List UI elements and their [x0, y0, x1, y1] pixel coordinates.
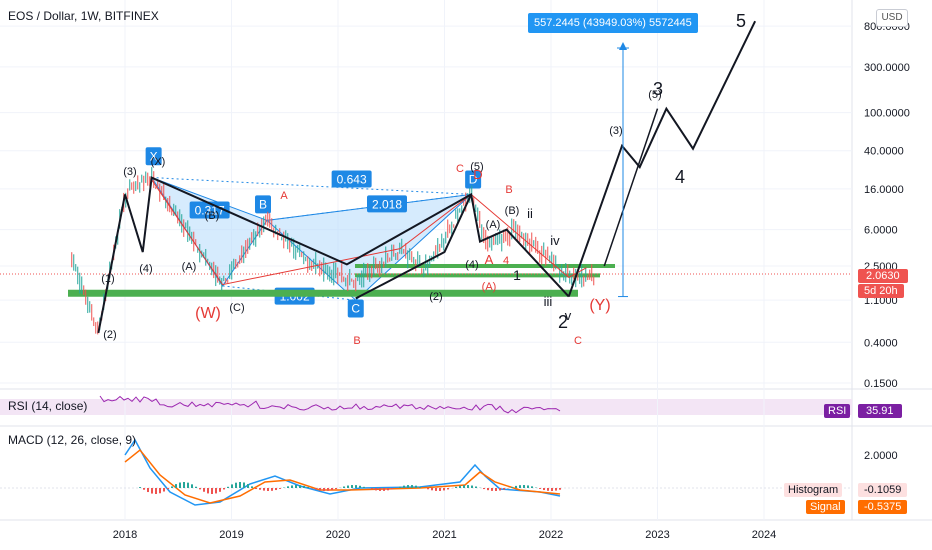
wave-label: C [574, 335, 582, 347]
price-tick-label: 0.1500 [864, 378, 898, 390]
projection-wave-line [567, 20, 757, 297]
wave-label: (A) [486, 219, 501, 231]
wave-label: (C) [229, 302, 244, 314]
rsi-legend: RSI (14, close) [8, 399, 88, 413]
price-tick-label: 300.0000 [864, 62, 910, 74]
harmonic-point-box [347, 299, 364, 318]
wave-label: 3 [653, 79, 663, 99]
harmonic-ratio-label: 0.643 [337, 173, 367, 187]
wave-label: (5) [648, 89, 661, 101]
wave-label: (Y) [589, 297, 610, 314]
measure-arrowhead [619, 42, 627, 50]
harmonic-point-label: C [351, 302, 360, 316]
projection-wave-alt [603, 108, 659, 267]
wave-label: (B) [505, 205, 520, 217]
price-tick-label: 1.1000 [864, 295, 898, 307]
wave-label: 4 [503, 255, 509, 267]
histogram-value-tag: -0.1059 [858, 483, 908, 497]
harmonic-ratio-box [331, 170, 372, 188]
wave-label: (B) [205, 210, 220, 222]
wave-label: (4) [465, 259, 478, 271]
wave-label: C [456, 163, 464, 175]
wave-label: v [565, 308, 572, 323]
price-tick-label: 40.0000 [864, 146, 904, 158]
countdown-tag: 5d 20h [858, 284, 904, 298]
currency-button[interactable]: USD [876, 9, 908, 27]
time-tick-label: 2020 [326, 529, 350, 541]
price-tick-label: 0.4000 [864, 337, 898, 349]
wave-label: (X) [151, 156, 166, 168]
wave-label: (1) [101, 273, 114, 285]
harmonic-point-label: D [469, 173, 478, 187]
red-wave-line [151, 179, 587, 286]
current-price-tag: 2.0630 [858, 269, 908, 283]
wave-label: A [280, 190, 288, 202]
time-tick-label: 2018 [113, 529, 137, 541]
time-tick-label: 2022 [539, 529, 563, 541]
macd-legend: MACD (12, 26, close, 9) [8, 433, 137, 447]
wave-label: 4 [675, 167, 685, 187]
harmonic-xd-line [151, 177, 472, 195]
wave-label: (2) [429, 291, 442, 303]
harmonic-point-box [145, 147, 162, 166]
wave-label: (5) [470, 161, 483, 173]
signal-name-tag: Signal [806, 500, 845, 514]
macd-tick-label: 2.0000 [864, 450, 898, 462]
time-tick-label: 2023 [645, 529, 669, 541]
wave-label: D [473, 167, 482, 182]
wave-label: B [505, 184, 512, 196]
wave-label: 1 [513, 267, 521, 283]
wave-label: (A) [182, 261, 197, 273]
macd-line [124, 438, 561, 506]
wave-label: (A) [482, 281, 497, 293]
harmonic-ratio-box [367, 195, 407, 213]
chart-title: EOS / Dollar, 1W, BITFINEX [8, 9, 159, 23]
wave-label: 5 [736, 11, 746, 31]
time-tick-label: 2024 [752, 529, 776, 541]
wave-label: A [485, 252, 494, 267]
harmonic-point-box [465, 170, 482, 189]
wave-label: (W) [195, 305, 221, 322]
wave-label: (4) [139, 263, 152, 275]
wave-label: (2) [103, 329, 116, 341]
rsi-name-tag: RSI [824, 404, 851, 418]
signal-value-tag: -0.5375 [858, 500, 908, 514]
wave-label: ii [527, 206, 533, 221]
harmonic-ratio-box [189, 201, 230, 219]
time-tick-label: 2021 [432, 529, 456, 541]
histogram-name-tag: Histogram [784, 483, 843, 497]
harmonic-bd-line [266, 193, 472, 221]
wave-label: iii [544, 294, 553, 309]
wave-label: iv [550, 233, 560, 248]
harmonic-ratio-label: 2.018 [372, 197, 402, 211]
harmonic-point-box [255, 195, 271, 214]
harmonic-point-label: X [150, 149, 158, 163]
time-tick-label: 2019 [219, 529, 243, 541]
rsi-value-tag: 35.91 [858, 404, 902, 418]
price-tick-label: 6.0000 [864, 225, 898, 237]
price-tick-label: 16.0000 [864, 184, 904, 196]
signal-line [124, 448, 561, 504]
black-wave-leg [355, 193, 473, 300]
wave-label: (3) [609, 125, 622, 137]
black-wave-line [97, 176, 570, 334]
measure-label: 557.2445 (43949.03%) 5572445 [528, 13, 698, 33]
harmonic-point-label: B [259, 197, 267, 211]
wave-label: (3) [123, 166, 136, 178]
wave-label: B [353, 335, 360, 347]
price-tick-label: 100.0000 [864, 108, 910, 120]
rsi-line [99, 395, 561, 414]
wave-label: 2 [558, 312, 568, 332]
